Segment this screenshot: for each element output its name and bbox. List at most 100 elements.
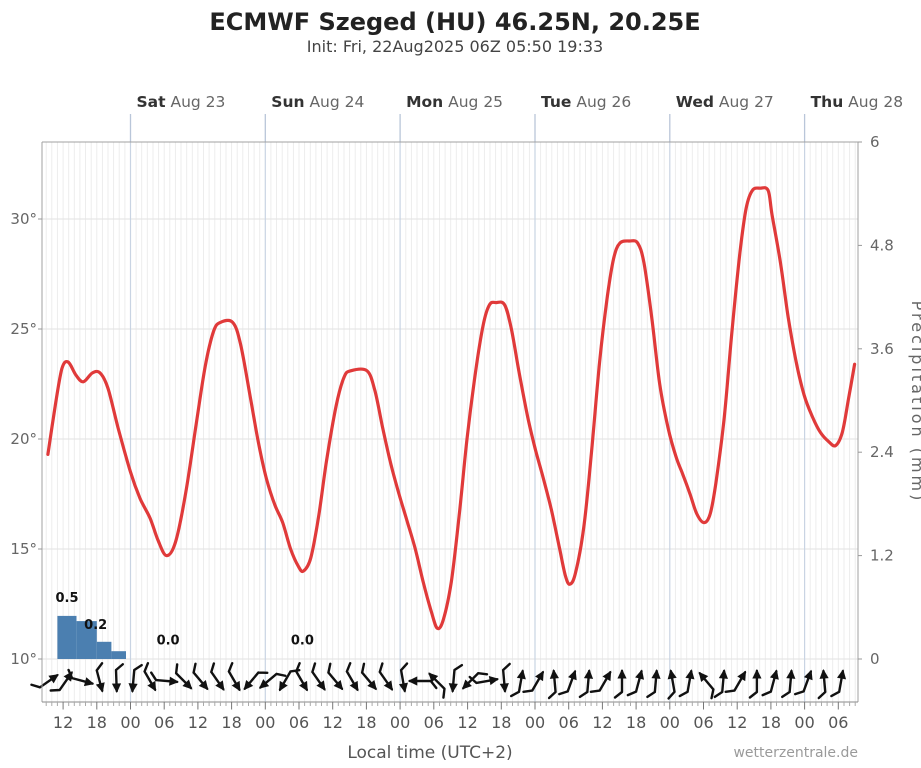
wind-arrow [49,671,73,692]
hour-label: 00 [525,713,545,732]
wind-arrow [698,671,715,700]
wind-arrow [149,671,179,686]
wind-arrow [258,672,287,689]
hour-label: 12 [592,713,612,732]
hour-label: 18 [761,713,781,732]
hour-label: 18 [356,713,376,732]
hour-label: 00 [390,713,410,732]
precip-bar [57,615,77,659]
wind-arrow [713,669,729,699]
precip-tick-label: 0 [870,650,880,668]
wind-arrow [360,662,377,691]
hour-label: 06 [559,713,579,732]
gridlines [42,142,858,702]
axis-ticks [38,141,862,710]
wind-arrow [311,662,326,691]
wind-arrow [793,669,813,696]
wind-arrow [174,663,193,690]
wind-arrow [210,662,225,691]
wind-arrow [613,669,627,699]
wind-arrow [468,675,500,686]
day-boundary-ticks [129,114,806,142]
wind-arrow [398,662,409,693]
hour-label: 12 [53,713,73,732]
day-label: Wed Aug 27 [676,93,774,111]
day-labels: Sat Aug 23 Sun Aug 24 Mon Aug 25 Tue Aug 26… [137,93,904,111]
wind-arrow [448,663,464,693]
hour-label: 12 [188,713,208,732]
day-label: Tue Aug 26 [541,93,631,111]
precip-bar [96,641,112,659]
hour-label: 12 [457,713,477,732]
wind-arrow [522,670,544,693]
precip-tick-label: 2.4 [870,443,894,461]
precip-bar [76,621,97,659]
wind-arrow [558,669,577,696]
wind-arrow [499,662,511,693]
temp-tick-label: 10° [10,650,37,668]
wind-arrow [626,669,644,697]
day-label: Thu Aug 28 [811,93,904,111]
precip-axis-title: Precipitation (mm) [908,301,921,504]
temperature-curve [46,186,857,631]
precip-tick-label: 4.8 [870,236,894,254]
hour-label: 18 [491,713,511,732]
chart-title: ECMWF Szeged (HU) 46.25N, 20.25E [209,8,700,36]
hour-label: 06 [693,713,713,732]
hour-label: 00 [660,713,680,732]
wind-arrow [295,662,308,692]
hour-label: 06 [424,713,444,732]
hour-label: 18 [221,713,241,732]
wind-arrow [748,669,762,699]
precip-tick-label: 3.6 [870,340,894,358]
wind-arrow [227,662,241,692]
wind-arrow [243,671,269,691]
hour-label: 00 [794,713,814,732]
hour-label: 00 [120,713,140,732]
wind-arrow [327,662,344,691]
hour-label: 00 [255,713,275,732]
wind-arrow [95,662,105,693]
precip-tick-label: 1.2 [870,547,894,565]
wind-arrow [667,669,677,700]
precip-value-label: 0.2 [84,618,107,633]
watermark: wetterzentrale.de [733,745,858,761]
precipitation-bars [57,615,126,659]
wind-arrow [128,663,143,693]
wind-arrow [817,669,829,700]
wind-arrow [278,669,301,692]
wind-arrow [509,669,526,698]
wind-arrow [547,669,559,700]
wind-arrow [345,662,359,692]
wind-arrow [578,669,594,699]
wind-arrow [67,668,95,687]
wind-arrow [761,669,779,697]
precip-bar [111,651,126,659]
hour-label: 12 [323,713,343,732]
day-label: Sun Aug 24 [271,93,364,111]
hour-label: 18 [87,713,107,732]
wind-arrow-row [30,662,847,700]
day-label: Mon Aug 25 [406,93,503,111]
temp-tick-label: 25° [10,320,37,338]
precip-value-label: 0.0 [157,633,180,648]
plot-border [41,141,859,702]
temp-tick-label: 30° [10,210,37,228]
temp-tick-label: 15° [10,540,37,558]
wind-arrow [143,662,157,692]
precip-value-label: 0.5 [55,591,78,606]
axes-frame [41,141,859,703]
temp-tick-label: 20° [10,430,37,448]
precipitation-labels: 0.5 0.2 0.0 0.0 [55,591,313,648]
hour-label: 06 [289,713,309,732]
wind-arrow [678,669,695,698]
wind-arrow [461,672,489,690]
hour-label: 12 [727,713,747,732]
wind-arrow [724,670,747,693]
wind-arrow [780,669,796,699]
chart-subtitle: Init: Fri, 22Aug2025 06Z 05:50 19:33 [307,37,603,56]
wind-arrow [378,662,394,691]
hour-label: 18 [626,713,646,732]
axis-tick-labels: 10° 15° 20° 25° 30° 0 1.2 2.4 3.6 4.8 6 12 18 00 06 12 1… [10,133,893,732]
